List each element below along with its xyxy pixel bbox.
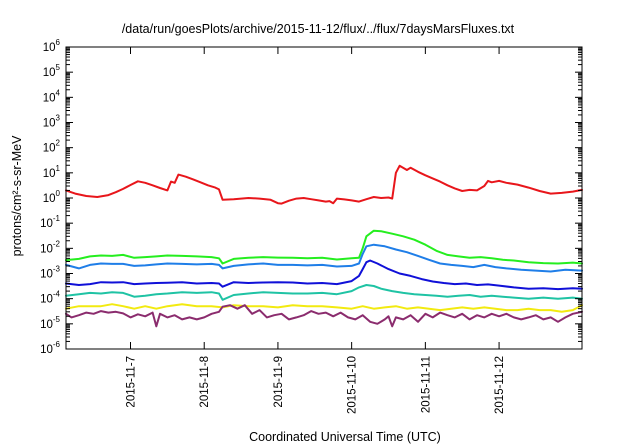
y-tick-label: 10-2 (40, 239, 60, 255)
y-tick-label: 105 (43, 63, 61, 79)
y-tick-label: 102 (43, 139, 61, 155)
x-tick-label: 2015-11-9 (273, 356, 285, 408)
x-tick-label: 2015-11-7 (126, 356, 138, 408)
series-line-4 (65, 259, 583, 291)
y-tick-label: 106 (43, 38, 61, 54)
series-line-6 (65, 303, 583, 313)
series-line-7 (65, 304, 583, 328)
y-tick-label: 104 (43, 88, 61, 104)
y-tick-label: 10-1 (40, 214, 60, 230)
y-axis: 10-6 10-5 10-4 10-3 10-2 10-1 100 101 102 103 104 1… (40, 38, 582, 356)
series-line-3 (65, 243, 583, 273)
y-tick-label: 10-3 (40, 265, 60, 281)
y-tick-label: 100 (43, 189, 61, 205)
chart-title: /data/run/goesPlots/archive/2015-11-12/f… (122, 22, 515, 36)
x-tick-label: 2015-11-8 (199, 356, 211, 408)
x-tick-label: 2015-11-12 (494, 356, 506, 414)
y-tick-label: 10-6 (40, 340, 60, 356)
x-axis: 2015-11-7 2015-11-8 2015-11-9 2015-11-10 201… (126, 47, 506, 414)
y-tick-label: 10-4 (40, 290, 60, 306)
y-tick-label: 101 (43, 164, 61, 180)
plot-frame (65, 46, 583, 350)
series-line-2 (65, 229, 583, 265)
series-line-1 (65, 164, 583, 205)
y-tick-label: 103 (43, 114, 61, 130)
y-axis-label: protons/cm²-s-sr-MeV (10, 135, 24, 257)
x-tick-label: 2015-11-10 (347, 356, 359, 414)
series-layer (65, 164, 583, 328)
x-axis-label: Coordinated Universal Time (UTC) (249, 430, 441, 444)
y-tick-label: 10-5 (40, 315, 60, 331)
x-tick-label: 2015-11-11 (420, 356, 432, 413)
series-line-5 (65, 284, 583, 301)
